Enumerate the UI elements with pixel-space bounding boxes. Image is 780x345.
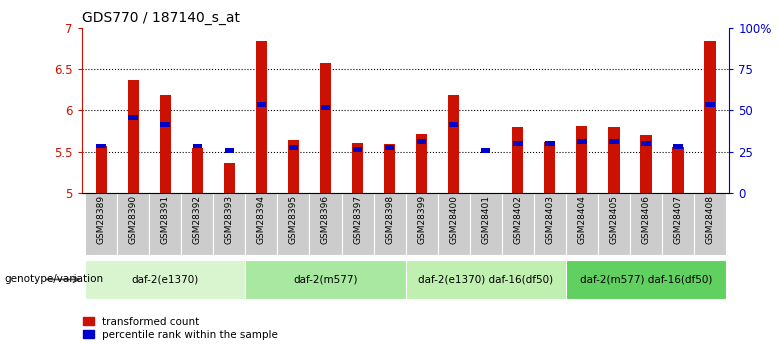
Bar — [672, 147, 683, 193]
Bar — [640, 135, 651, 193]
Text: GSM28395: GSM28395 — [289, 195, 298, 244]
Text: GSM28400: GSM28400 — [449, 195, 458, 244]
FancyBboxPatch shape — [85, 259, 246, 299]
Bar — [256, 41, 267, 193]
FancyBboxPatch shape — [246, 193, 278, 255]
Bar — [576, 126, 587, 193]
Bar — [448, 95, 459, 193]
FancyBboxPatch shape — [374, 193, 406, 255]
FancyBboxPatch shape — [438, 193, 470, 255]
Text: GSM28391: GSM28391 — [161, 195, 170, 244]
Bar — [385, 145, 395, 150]
FancyBboxPatch shape — [566, 193, 598, 255]
Bar — [673, 144, 682, 149]
Bar — [128, 80, 139, 193]
Text: GSM28390: GSM28390 — [129, 195, 138, 244]
Text: GSM28397: GSM28397 — [353, 195, 362, 244]
Text: GSM28401: GSM28401 — [481, 195, 490, 244]
Text: GSM28405: GSM28405 — [609, 195, 619, 244]
FancyBboxPatch shape — [662, 193, 694, 255]
Bar — [289, 145, 298, 150]
Text: GDS770 / 187140_s_at: GDS770 / 187140_s_at — [82, 11, 240, 25]
Text: GSM28396: GSM28396 — [321, 195, 330, 244]
Bar — [544, 142, 555, 193]
FancyBboxPatch shape — [181, 193, 213, 255]
Legend: transformed count, percentile rank within the sample: transformed count, percentile rank withi… — [83, 317, 278, 340]
Bar — [129, 115, 138, 119]
Bar — [641, 141, 651, 146]
Bar — [288, 140, 299, 193]
Text: GSM28389: GSM28389 — [97, 195, 105, 244]
Text: GSM28403: GSM28403 — [545, 195, 555, 244]
FancyBboxPatch shape — [310, 193, 342, 255]
Text: GSM28406: GSM28406 — [641, 195, 651, 244]
Bar — [160, 95, 171, 193]
Text: GSM28392: GSM28392 — [193, 195, 202, 244]
FancyBboxPatch shape — [630, 193, 662, 255]
FancyBboxPatch shape — [213, 193, 246, 255]
Bar — [224, 164, 235, 193]
Bar — [512, 127, 523, 193]
Bar — [416, 134, 427, 193]
Bar — [577, 139, 587, 144]
Bar — [449, 122, 459, 127]
Bar — [193, 144, 202, 148]
Bar — [704, 41, 716, 193]
Text: daf-2(m577): daf-2(m577) — [293, 275, 358, 284]
Text: GSM28404: GSM28404 — [577, 195, 587, 244]
Text: daf-2(e1370): daf-2(e1370) — [132, 275, 199, 284]
Bar — [257, 102, 266, 107]
Text: daf-2(e1370) daf-16(df50): daf-2(e1370) daf-16(df50) — [418, 275, 553, 284]
FancyBboxPatch shape — [566, 259, 726, 299]
Text: GSM28398: GSM28398 — [385, 195, 394, 244]
Bar — [417, 139, 427, 144]
Text: GSM28407: GSM28407 — [673, 195, 682, 244]
FancyBboxPatch shape — [598, 193, 630, 255]
Text: GSM28394: GSM28394 — [257, 195, 266, 244]
Text: GSM28402: GSM28402 — [513, 195, 523, 244]
FancyBboxPatch shape — [342, 193, 374, 255]
FancyBboxPatch shape — [278, 193, 310, 255]
FancyBboxPatch shape — [406, 193, 438, 255]
Bar — [608, 127, 619, 193]
FancyBboxPatch shape — [470, 193, 502, 255]
Text: GSM28408: GSM28408 — [706, 195, 714, 244]
Bar — [384, 144, 395, 193]
Text: GSM28399: GSM28399 — [417, 195, 426, 244]
FancyBboxPatch shape — [534, 193, 566, 255]
FancyBboxPatch shape — [246, 259, 406, 299]
FancyBboxPatch shape — [85, 193, 117, 255]
Bar — [545, 141, 555, 146]
Bar — [97, 144, 106, 148]
Bar — [192, 148, 203, 193]
Bar — [161, 122, 170, 127]
Bar — [609, 139, 619, 144]
FancyBboxPatch shape — [406, 259, 566, 299]
FancyBboxPatch shape — [117, 193, 149, 255]
Bar — [225, 148, 234, 154]
Bar — [321, 106, 330, 110]
FancyBboxPatch shape — [694, 193, 726, 255]
FancyBboxPatch shape — [149, 193, 181, 255]
Bar — [353, 147, 362, 152]
Bar — [513, 141, 523, 146]
Bar — [480, 193, 491, 196]
Text: daf-2(m577) daf-16(df50): daf-2(m577) daf-16(df50) — [580, 275, 712, 284]
Bar — [95, 146, 107, 193]
Bar — [705, 102, 714, 107]
Bar — [481, 148, 491, 152]
Bar — [352, 143, 363, 193]
Text: genotype/variation: genotype/variation — [4, 275, 103, 284]
Bar — [320, 63, 331, 193]
FancyBboxPatch shape — [502, 193, 534, 255]
Text: GSM28393: GSM28393 — [225, 195, 234, 244]
